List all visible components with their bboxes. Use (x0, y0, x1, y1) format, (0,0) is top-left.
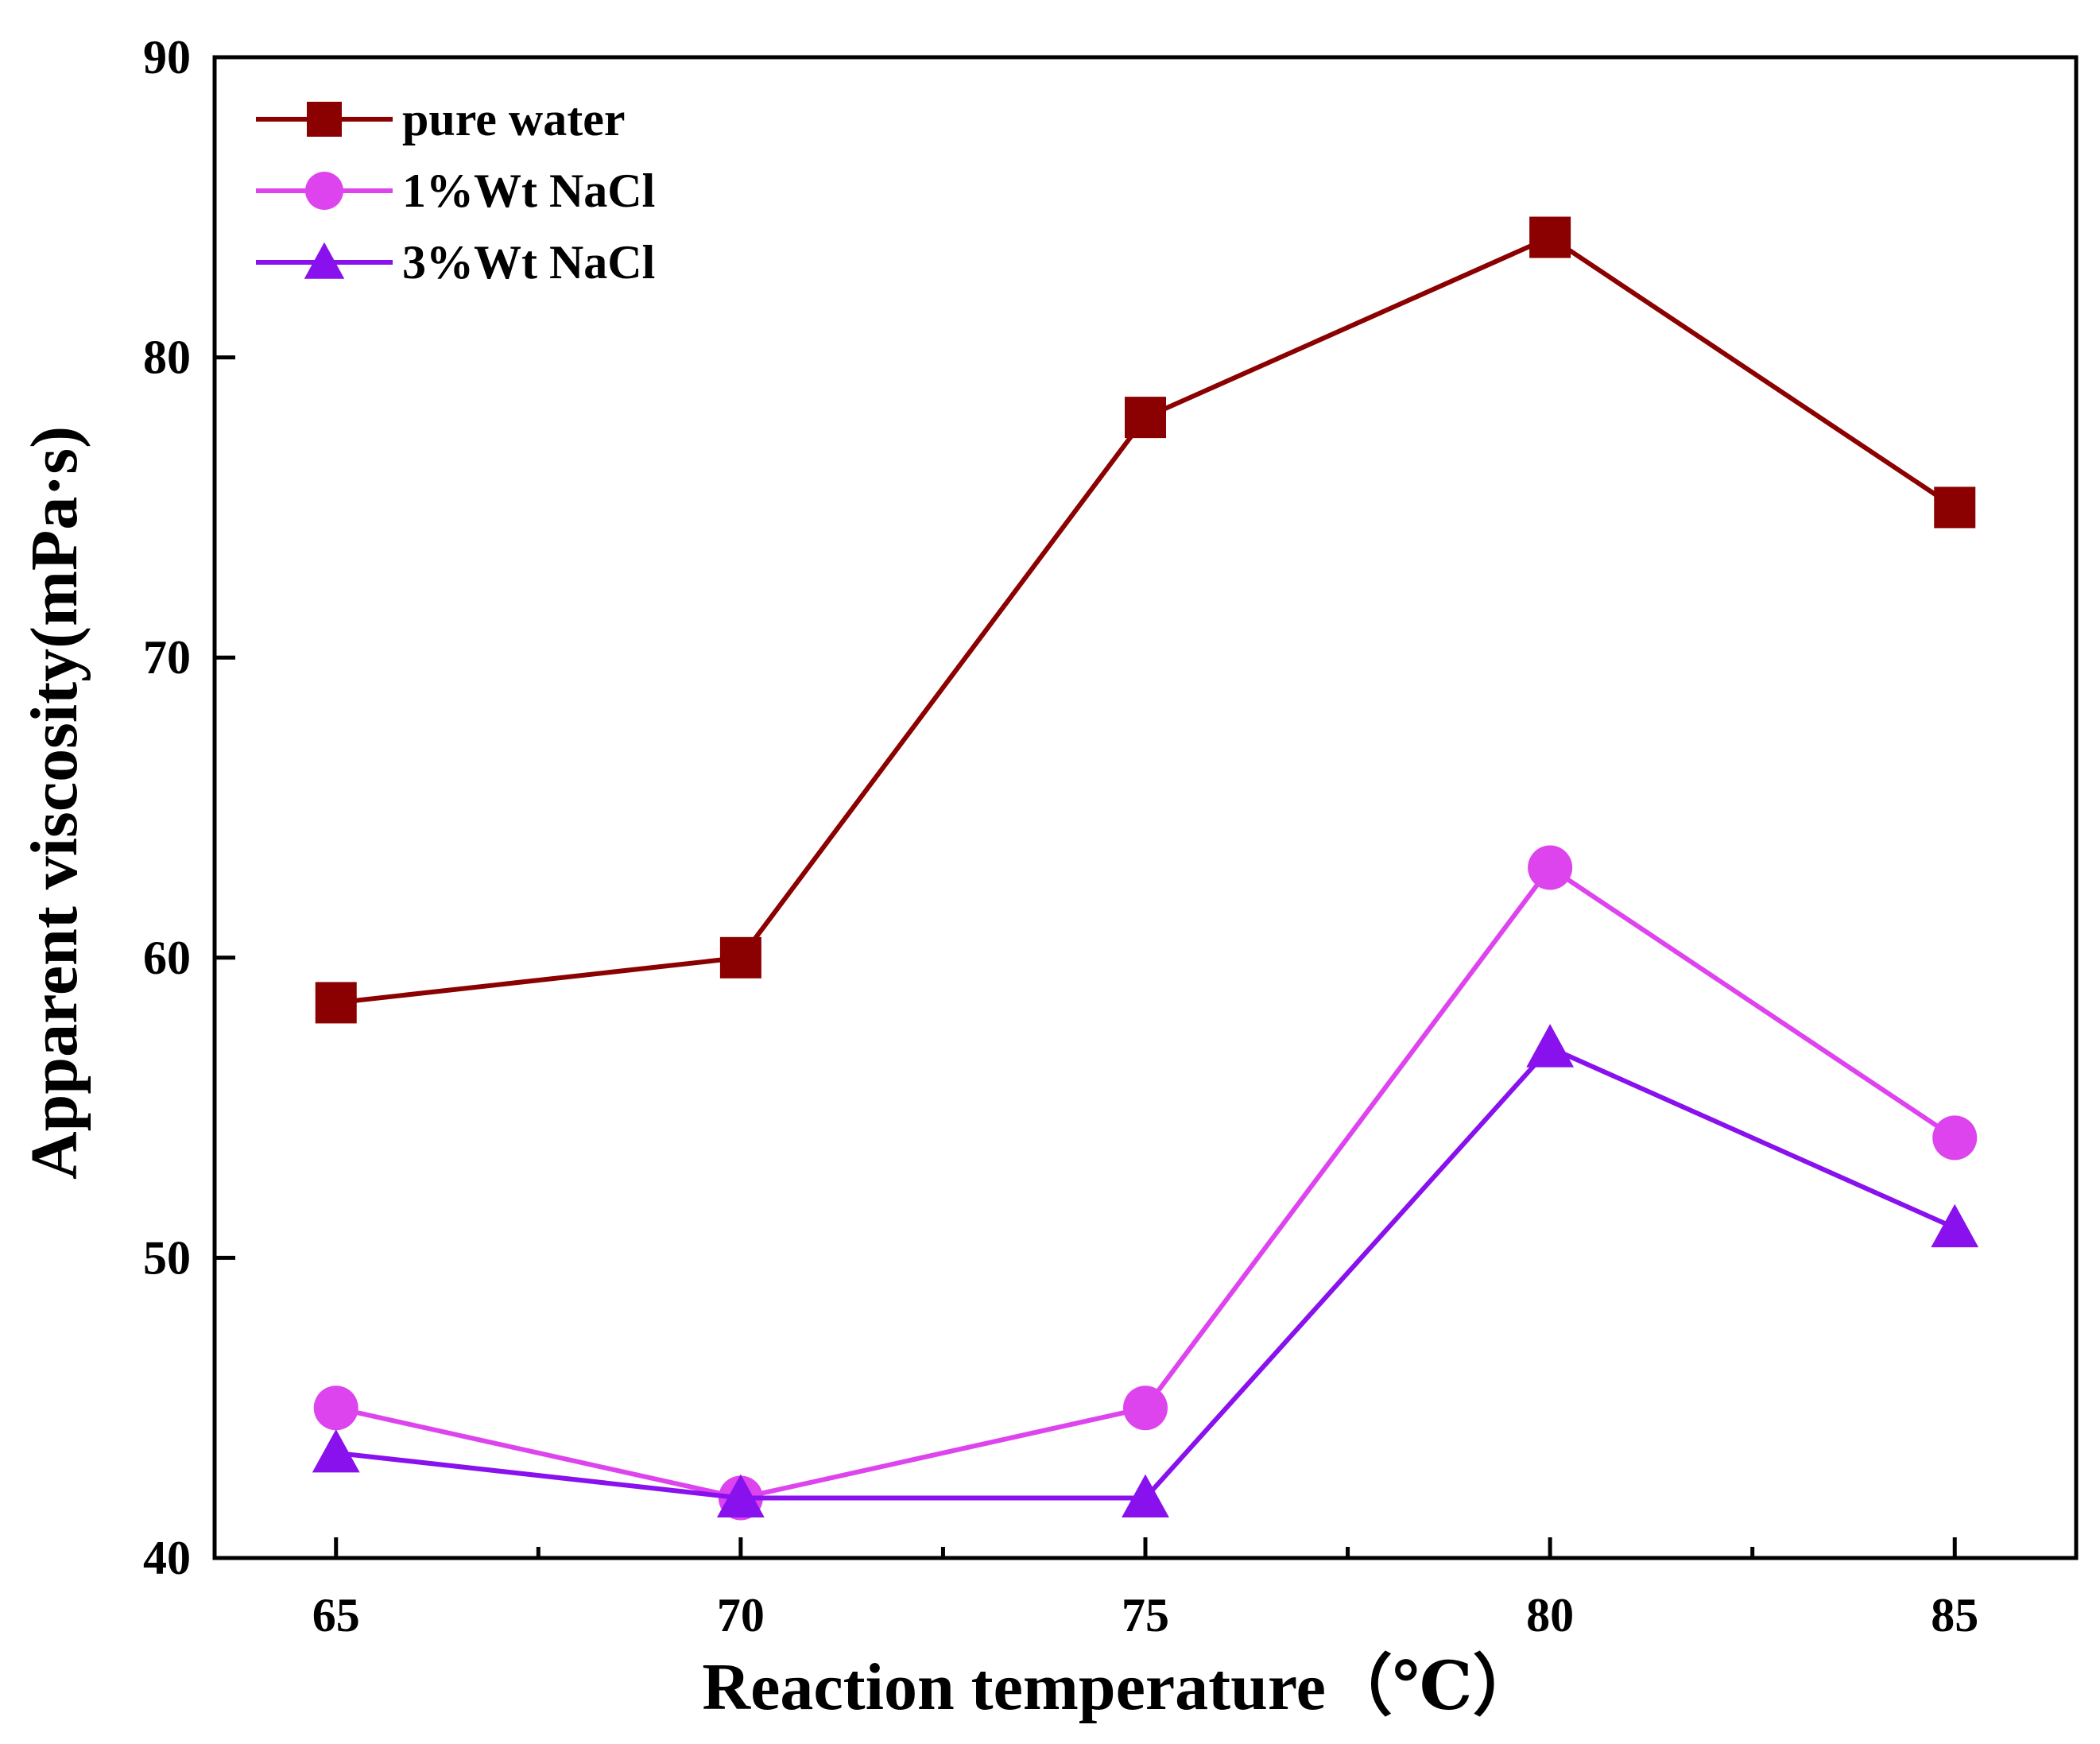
y-tick-label: 90 (143, 31, 191, 83)
legend-marker (307, 102, 342, 137)
data-point (1529, 216, 1571, 258)
series-1 (315, 216, 1976, 1024)
legend-label: 1%Wt NaCl (402, 165, 655, 217)
x-tick-label: 75 (1122, 1589, 1169, 1641)
series-3 (312, 1024, 1979, 1517)
data-point (315, 982, 357, 1024)
data-point (719, 936, 761, 979)
y-tick-label: 70 (143, 631, 191, 684)
legend-marker (305, 172, 343, 210)
data-point (313, 1386, 358, 1431)
legend-marker (304, 242, 345, 279)
legend-item-1: pure water (256, 93, 626, 145)
data-point (1123, 1386, 1168, 1431)
data-point (1125, 397, 1166, 439)
axes-layer: 65 70 75 80 85 40 50 60 70 80 90 (143, 31, 2079, 1641)
legend-label: pure water (402, 93, 626, 145)
data-point (1934, 486, 1976, 529)
data-point (1526, 1024, 1575, 1068)
y-tick-label: 40 (143, 1532, 191, 1584)
data-point (716, 1474, 765, 1517)
x-tick-label: 80 (1526, 1589, 1574, 1641)
y-tick-label: 60 (143, 932, 191, 984)
data-point (1932, 1115, 1978, 1161)
y-axis-title: Apparent viscosity(mPa·s) (17, 426, 91, 1180)
data-point (1122, 1474, 1169, 1517)
legend-label: 3%Wt NaCl (402, 236, 655, 289)
y-tick-label: 80 (143, 331, 191, 384)
legend: pure water 1%Wt NaCl 3%Wt NaCl (256, 93, 655, 289)
x-tick-label: 65 (312, 1589, 360, 1641)
data-point (1931, 1203, 1979, 1248)
legend-item-3: 3%Wt NaCl (256, 236, 655, 289)
x-axis-title: Reaction temperature（℃） (702, 1650, 1539, 1724)
series-layer (312, 216, 1979, 1521)
x-tick-label: 85 (1931, 1589, 1978, 1641)
data-point (1528, 845, 1573, 890)
data-point (312, 1428, 360, 1473)
x-tick-label: 70 (717, 1589, 765, 1641)
y-tick-label: 50 (143, 1231, 191, 1284)
legend-item-2: 1%Wt NaCl (256, 165, 655, 217)
